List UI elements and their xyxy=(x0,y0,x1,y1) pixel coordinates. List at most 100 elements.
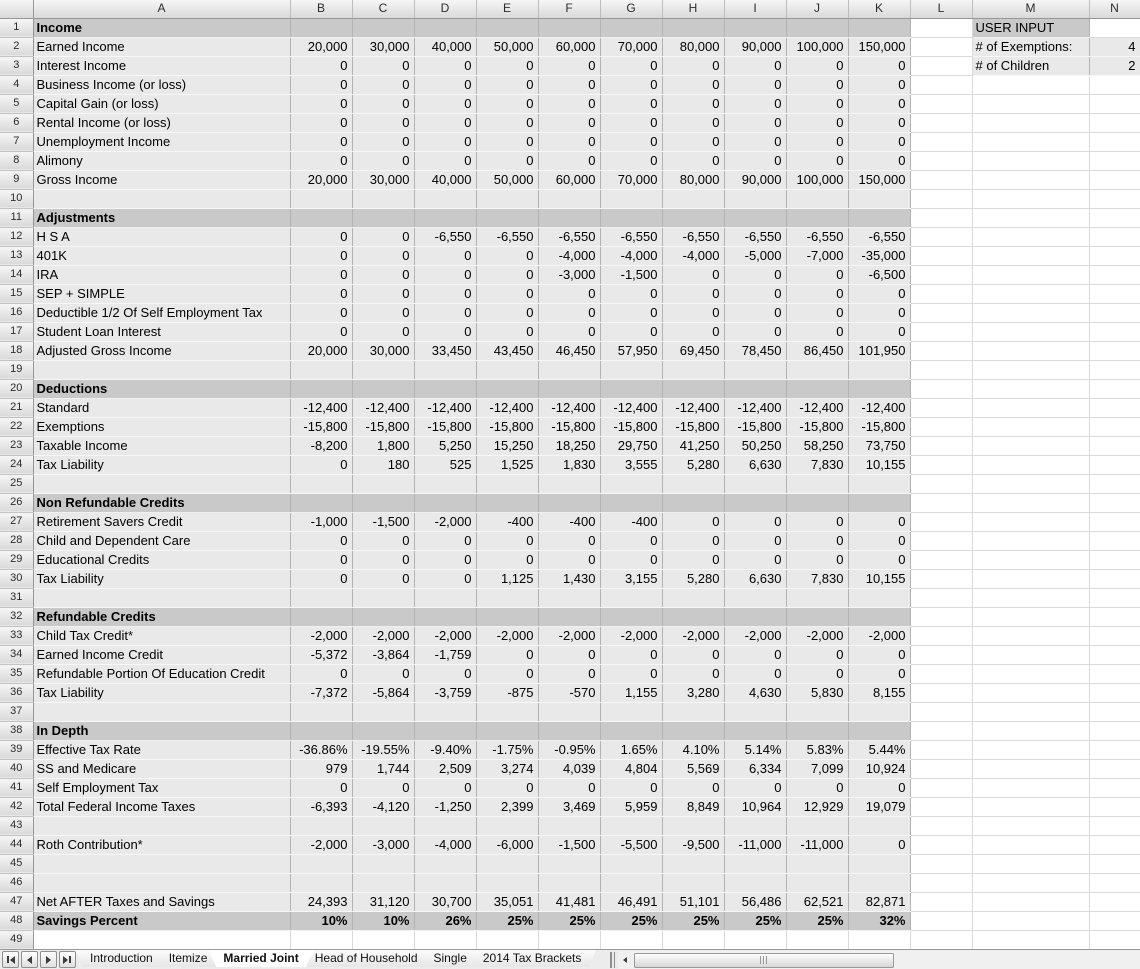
cell[interactable]: 150,000 xyxy=(848,170,911,190)
cell[interactable]: 0 xyxy=(662,132,725,152)
cell[interactable]: 5,569 xyxy=(662,759,725,779)
cell[interactable]: 0 xyxy=(290,227,353,247)
cell[interactable]: 5,280 xyxy=(662,569,725,589)
cell[interactable]: 3,274 xyxy=(476,759,539,779)
cell[interactable]: 78,450 xyxy=(724,341,787,361)
cell[interactable]: Taxable Income xyxy=(33,436,291,456)
cell[interactable] xyxy=(538,873,601,893)
cell[interactable] xyxy=(910,455,973,475)
cell[interactable] xyxy=(1089,322,1140,342)
row-header[interactable]: 30 xyxy=(0,569,34,589)
cell[interactable]: 0 xyxy=(352,265,415,285)
cell[interactable]: 0 xyxy=(662,322,725,342)
cell[interactable]: 0 xyxy=(600,303,663,323)
cell[interactable]: 0 xyxy=(662,550,725,570)
cell[interactable]: -4,000 xyxy=(414,835,477,855)
cell[interactable] xyxy=(972,740,1090,760)
cell[interactable] xyxy=(352,816,415,836)
cell[interactable]: -12,400 xyxy=(290,398,353,418)
cell[interactable]: -15,800 xyxy=(600,417,663,437)
cell[interactable]: 4,804 xyxy=(600,759,663,779)
cell[interactable]: -6,550 xyxy=(600,227,663,247)
cell[interactable] xyxy=(662,379,725,399)
sheet-tab-itemize[interactable]: Itemize xyxy=(154,950,223,967)
cell[interactable]: 0 xyxy=(600,132,663,152)
cell[interactable] xyxy=(910,892,973,912)
cell[interactable] xyxy=(910,550,973,570)
cell[interactable]: 0 xyxy=(290,132,353,152)
cell[interactable]: Effective Tax Rate xyxy=(33,740,291,760)
cell[interactable] xyxy=(972,455,1090,475)
cell[interactable]: 5,250 xyxy=(414,436,477,456)
row-header[interactable]: 9 xyxy=(0,170,34,190)
column-header-B[interactable]: B xyxy=(290,0,353,19)
cell[interactable]: 0 xyxy=(476,531,539,551)
cell[interactable] xyxy=(600,607,663,627)
cell[interactable]: 0 xyxy=(352,284,415,304)
cell[interactable]: 30,000 xyxy=(352,37,415,57)
cell[interactable]: 0 xyxy=(290,322,353,342)
cell[interactable]: -4,000 xyxy=(600,246,663,266)
cell[interactable] xyxy=(1089,683,1140,703)
scrollbar-thumb[interactable] xyxy=(634,952,894,968)
cell[interactable]: 40,000 xyxy=(414,37,477,57)
cell[interactable] xyxy=(910,588,973,608)
row-header[interactable]: 47 xyxy=(0,892,34,912)
row-header[interactable]: 18 xyxy=(0,341,34,361)
cell[interactable] xyxy=(786,873,849,893)
cell[interactable]: Student Loan Interest xyxy=(33,322,291,342)
cell[interactable]: 80,000 xyxy=(662,170,725,190)
row-header[interactable]: 29 xyxy=(0,550,34,570)
cell[interactable]: 0 xyxy=(848,75,911,95)
cell[interactable] xyxy=(724,721,787,741)
cell[interactable]: 3,555 xyxy=(600,455,663,475)
cell[interactable] xyxy=(290,873,353,893)
row-header[interactable]: 12 xyxy=(0,227,34,247)
column-header-F[interactable]: F xyxy=(538,0,601,19)
cell[interactable]: 401K xyxy=(33,246,291,266)
cell[interactable] xyxy=(538,360,601,380)
cell[interactable]: 0 xyxy=(414,113,477,133)
cell[interactable] xyxy=(972,683,1090,703)
cell[interactable]: -1,500 xyxy=(600,265,663,285)
cell[interactable]: -570 xyxy=(538,683,601,703)
cell[interactable]: Educational Credits xyxy=(33,550,291,570)
cell[interactable] xyxy=(414,930,477,950)
cell[interactable] xyxy=(972,341,1090,361)
cell[interactable]: 0 xyxy=(414,322,477,342)
cell[interactable] xyxy=(600,379,663,399)
cell[interactable]: 0 xyxy=(476,550,539,570)
cell[interactable]: -1,759 xyxy=(414,645,477,665)
cell[interactable]: 0 xyxy=(476,645,539,665)
cell[interactable]: -15,800 xyxy=(476,417,539,437)
cell[interactable]: 0 xyxy=(724,284,787,304)
first-sheet-button[interactable] xyxy=(2,951,19,968)
cell[interactable]: 0 xyxy=(352,75,415,95)
cell[interactable]: -7,000 xyxy=(786,246,849,266)
cell[interactable]: 0 xyxy=(414,778,477,798)
cell[interactable]: 0 xyxy=(786,550,849,570)
cell[interactable]: 0 xyxy=(476,778,539,798)
cell[interactable]: -36.86% xyxy=(290,740,353,760)
cell[interactable]: 0 xyxy=(290,455,353,475)
cell[interactable]: 82,871 xyxy=(848,892,911,912)
cell[interactable] xyxy=(662,873,725,893)
cell[interactable] xyxy=(910,493,973,513)
cell[interactable]: 0 xyxy=(290,151,353,171)
cell[interactable]: Unemployment Income xyxy=(33,132,291,152)
cell[interactable]: 0 xyxy=(352,303,415,323)
cell[interactable] xyxy=(1089,702,1140,722)
cell[interactable]: 0 xyxy=(600,151,663,171)
cell[interactable] xyxy=(972,607,1090,627)
cell[interactable]: -0.95% xyxy=(538,740,601,760)
row-header[interactable]: 28 xyxy=(0,531,34,551)
cell[interactable] xyxy=(538,189,601,209)
cell[interactable] xyxy=(910,759,973,779)
row-header[interactable]: 14 xyxy=(0,265,34,285)
cell[interactable] xyxy=(1089,607,1140,627)
cell[interactable] xyxy=(972,170,1090,190)
cell[interactable] xyxy=(414,873,477,893)
cell[interactable]: SEP + SIMPLE xyxy=(33,284,291,304)
cell[interactable] xyxy=(33,189,291,209)
cell[interactable] xyxy=(910,56,973,76)
